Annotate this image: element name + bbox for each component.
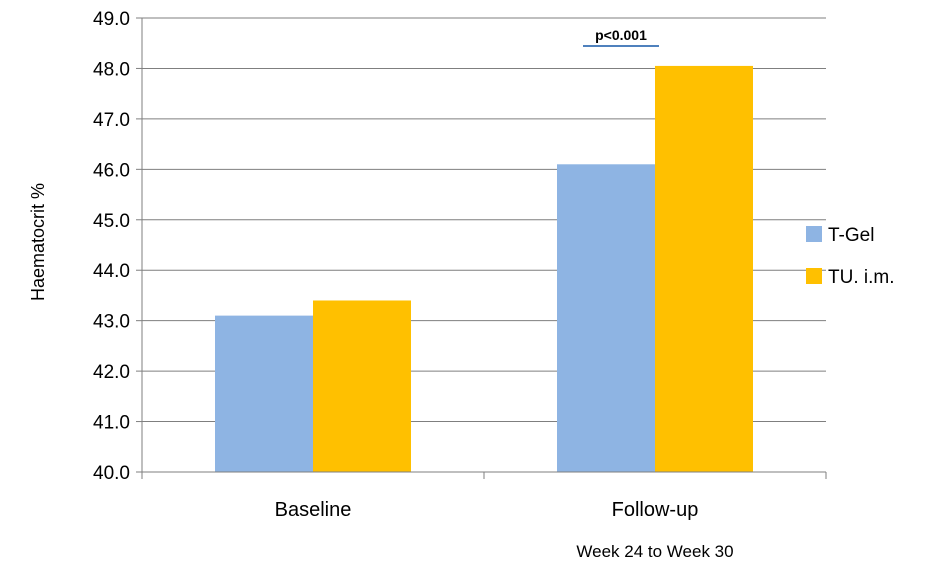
- y-tick-labels: 40.0 41.0 42.0 43.0 44.0 45.0 46.0 47.0 48.0 49.0: [93, 9, 130, 484]
- bar-t-gel-baseline: [215, 315, 313, 472]
- legend-label: TU. i.m.: [828, 267, 895, 288]
- x-category-label: Follow-up: [612, 499, 699, 521]
- y-tick-label: 41.0: [93, 413, 130, 434]
- bars: [215, 65, 753, 473]
- y-tick-label: 46.0: [93, 160, 130, 181]
- bar-t-gel-follow-up: [557, 164, 655, 473]
- legend-swatch: [806, 268, 822, 284]
- y-tick-label: 45.0: [93, 211, 130, 232]
- bar-tu-i-m-follow-up: [655, 65, 753, 472]
- x-category-label: Baseline: [275, 499, 352, 521]
- significance-annotation: p<0.001: [583, 27, 659, 47]
- y-tick-label: 40.0: [93, 463, 130, 484]
- significance-label: p<0.001: [595, 27, 647, 43]
- x-category-labels: Baseline Follow-up Week 24 to Week 30: [275, 499, 734, 561]
- legend-swatch: [806, 226, 822, 242]
- legend-label: T-Gel: [828, 225, 874, 246]
- y-axis-label: Haematocrit %: [28, 183, 48, 301]
- y-tick-label: 47.0: [93, 110, 130, 131]
- y-tick-label: 44.0: [93, 261, 130, 282]
- y-tick-label: 42.0: [93, 362, 130, 383]
- y-tick-label: 49.0: [93, 9, 130, 30]
- legend: T-Gel TU. i.m.: [806, 225, 895, 288]
- y-tick-label: 48.0: [93, 59, 130, 80]
- axes: [136, 17, 827, 479]
- y-tick-label: 43.0: [93, 312, 130, 333]
- bar-tu-i-m-baseline: [313, 300, 411, 472]
- x-category-sublabel: Week 24 to Week 30: [576, 542, 733, 561]
